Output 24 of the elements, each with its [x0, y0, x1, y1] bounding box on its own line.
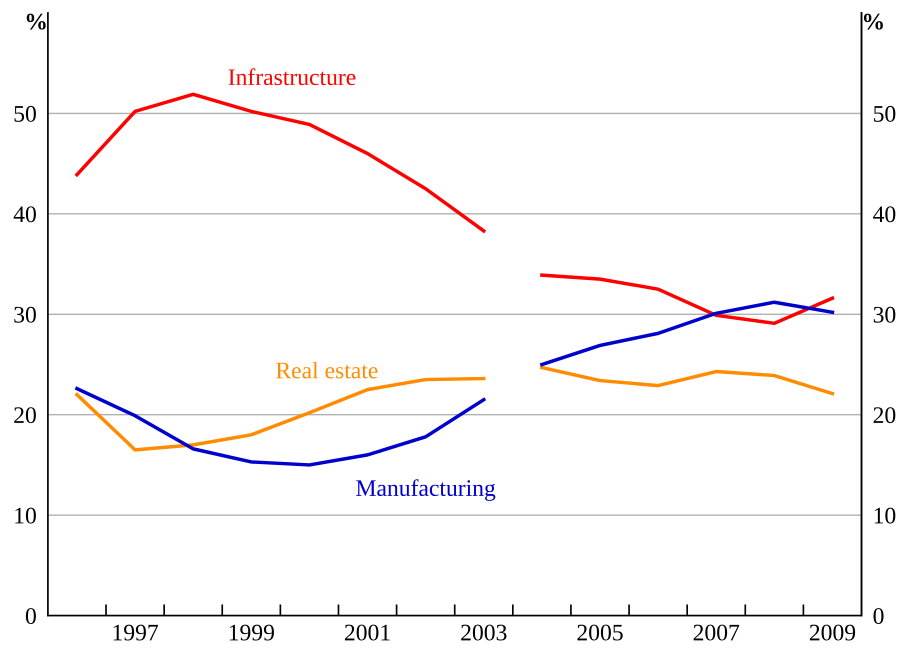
x-tick-label: 2005	[577, 624, 623, 641]
y-tick-label: 50	[14, 106, 36, 122]
y2-tick-label: 30	[874, 306, 896, 323]
y-axis-title: %	[26, 14, 46, 30]
x-tick-label: 2003	[461, 624, 506, 641]
y2-tick-label: 40	[873, 206, 896, 222]
y2-tick-label: 20	[874, 407, 896, 424]
y-tick-label: 40	[14, 206, 36, 222]
y-tick-label: 10	[15, 508, 36, 524]
x-tick-label: 2007	[694, 624, 740, 641]
x-tick-label: 2001	[344, 624, 390, 641]
series-label: Manufacturing	[356, 479, 496, 501]
x-tick-label: 1999	[230, 624, 274, 641]
series-label: Real estate	[276, 362, 378, 378]
y2-tick-label: 50	[874, 106, 896, 122]
y-tick-label: 0	[26, 608, 36, 624]
y2-tick-label: 10	[874, 508, 896, 524]
series-label: Infrastructure	[228, 68, 356, 86]
x-tick-label: 1997	[114, 624, 158, 641]
y2-axis-title: %	[864, 14, 883, 30]
y-tick-label: 20	[14, 407, 36, 424]
y-tick-label: 30	[14, 306, 36, 323]
x-tick-label: 2009	[810, 624, 856, 641]
y2-tick-label: 0	[874, 608, 884, 624]
